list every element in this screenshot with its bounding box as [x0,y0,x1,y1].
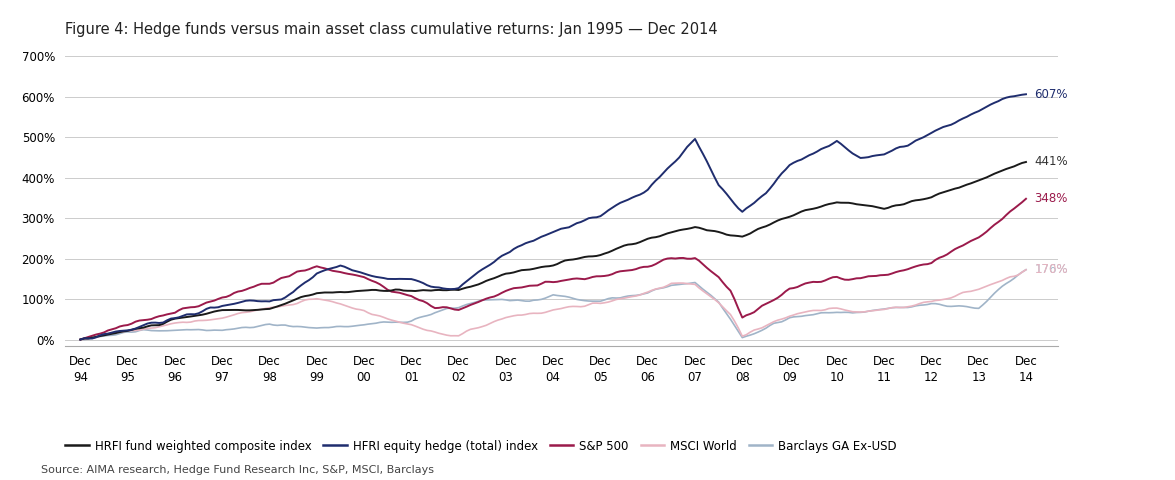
Text: 441%: 441% [1034,156,1068,168]
Text: 348%: 348% [1034,192,1068,205]
Text: 170%: 170% [1034,263,1068,276]
Legend: HRFI fund weighted composite index, HFRI equity hedge (total) index, S&P 500, MS: HRFI fund weighted composite index, HFRI… [61,435,901,457]
Text: Figure 4: Hedge funds versus main asset class cumulative returns: Jan 1995 — Dec: Figure 4: Hedge funds versus main asset … [65,22,717,37]
Text: 607%: 607% [1034,88,1068,101]
Text: 176%: 176% [1034,263,1068,276]
Text: Source: AIMA research, Hedge Fund Research Inc, S&P, MSCI, Barclays: Source: AIMA research, Hedge Fund Resear… [41,465,434,475]
